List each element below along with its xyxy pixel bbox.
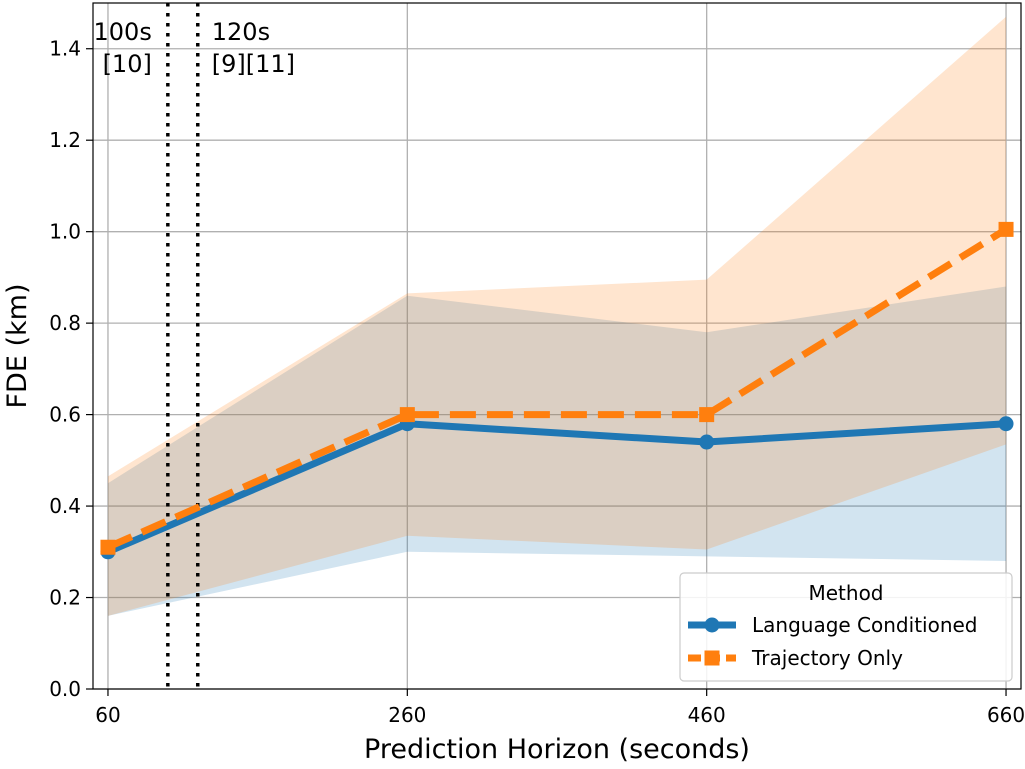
band-trajectory-only xyxy=(107,16,1007,616)
reference-lines: 100s [10] 120s [9][11] xyxy=(94,3,295,689)
x-tick-label: 60 xyxy=(95,703,120,727)
series-line-trajectory-only xyxy=(106,226,1008,551)
point-trajectory-only xyxy=(399,407,415,423)
y-axis-label: FDE (km) xyxy=(2,284,33,409)
y-tick-label: 0.4 xyxy=(49,494,81,518)
y-tick-label: 0.6 xyxy=(49,403,81,427)
y-tick-label: 0.0 xyxy=(49,677,81,701)
point-language-conditioned xyxy=(699,434,715,450)
legend-label-trajectory-only: Trajectory Only xyxy=(751,646,903,670)
y-tick-label: 0.2 xyxy=(49,586,81,610)
point-trajectory-only xyxy=(699,407,715,423)
point-trajectory-only xyxy=(100,539,116,555)
series-lines xyxy=(100,221,1014,560)
legend-marker-trajectory-only xyxy=(704,650,720,666)
y-tick-label: 1.2 xyxy=(49,128,81,152)
vline-label-top: 100s xyxy=(94,18,152,46)
legend-box xyxy=(679,572,1013,682)
x-axis-label: Prediction Horizon (seconds) xyxy=(364,734,750,765)
legend: Method Language Conditioned Trajectory Onl… xyxy=(679,572,1013,682)
legend-title: Method xyxy=(808,581,883,605)
axis-ticks: 60 260 460 660 0.0 0.2 0.4 0.6 0.8 1.0 1.2 1.4 xyxy=(49,37,1025,727)
vline-label-top: 120s xyxy=(212,18,270,46)
x-tick-label: 660 xyxy=(987,703,1025,727)
y-tick-label: 1.4 xyxy=(49,37,81,61)
x-tick-label: 260 xyxy=(388,703,426,727)
legend-label-language-conditioned: Language Conditioned xyxy=(752,613,978,637)
y-tick-label: 0.8 xyxy=(49,311,81,335)
vline-label-bottom: [10] xyxy=(103,50,152,78)
axes-frame xyxy=(92,2,1022,690)
point-trajectory-only xyxy=(998,221,1014,237)
legend-marker-language-conditioned xyxy=(704,617,720,633)
vline-label-bottom: [9][11] xyxy=(212,50,295,78)
series-line-language-conditioned xyxy=(106,420,1007,556)
x-tick-label: 460 xyxy=(688,703,726,727)
y-tick-label: 1.0 xyxy=(49,220,81,244)
point-language-conditioned xyxy=(998,416,1014,432)
